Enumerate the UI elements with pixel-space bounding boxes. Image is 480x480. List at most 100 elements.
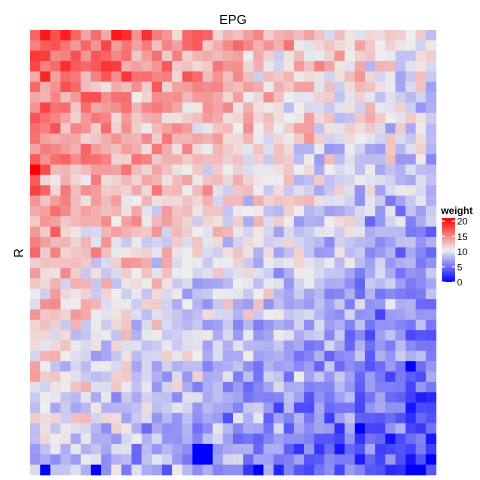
heatmap-cell bbox=[203, 51, 213, 62]
heatmap-cell bbox=[142, 123, 152, 134]
heatmap-cell bbox=[50, 144, 60, 155]
heatmap-cell bbox=[375, 278, 385, 289]
heatmap-cell bbox=[365, 123, 375, 134]
heatmap-cell bbox=[375, 82, 385, 93]
heatmap-cell bbox=[192, 444, 202, 455]
heatmap-cell bbox=[395, 454, 405, 465]
heatmap-cell bbox=[223, 330, 233, 341]
heatmap-cell bbox=[324, 299, 334, 310]
heatmap-cell bbox=[284, 320, 294, 331]
heatmap-cell bbox=[253, 330, 263, 341]
heatmap-cell bbox=[395, 413, 405, 424]
heatmap-cell bbox=[91, 196, 101, 207]
heatmap-cell bbox=[253, 413, 263, 424]
heatmap-cell bbox=[274, 227, 284, 238]
heatmap-cell bbox=[294, 351, 304, 362]
heatmap-cell bbox=[304, 206, 314, 217]
heatmap-cell bbox=[355, 289, 365, 300]
heatmap-cell bbox=[132, 82, 142, 93]
heatmap-cell bbox=[304, 320, 314, 331]
heatmap-cell bbox=[385, 320, 395, 331]
heatmap-cell bbox=[416, 216, 426, 227]
heatmap-cell bbox=[253, 423, 263, 434]
heatmap-cell bbox=[132, 392, 142, 403]
heatmap-cell bbox=[81, 102, 91, 113]
heatmap-cell bbox=[162, 196, 172, 207]
heatmap-cell bbox=[60, 175, 70, 186]
heatmap-cell bbox=[243, 227, 253, 238]
heatmap-cell bbox=[274, 309, 284, 320]
heatmap-cell bbox=[345, 361, 355, 372]
heatmap-cell bbox=[182, 413, 192, 424]
heatmap-cell bbox=[406, 82, 416, 93]
heatmap-cell bbox=[142, 320, 152, 331]
heatmap-cell bbox=[50, 361, 60, 372]
heatmap-cell bbox=[324, 71, 334, 82]
heatmap-cell bbox=[406, 258, 416, 269]
heatmap-cell bbox=[152, 175, 162, 186]
heatmap-cell bbox=[375, 123, 385, 134]
heatmap-cell bbox=[406, 61, 416, 72]
heatmap-cell bbox=[162, 61, 172, 72]
heatmap-cell bbox=[142, 196, 152, 207]
heatmap-cell bbox=[152, 340, 162, 351]
heatmap-cell bbox=[101, 113, 111, 124]
heatmap-cell bbox=[304, 71, 314, 82]
heatmap-cell bbox=[243, 51, 253, 62]
heatmap-cell bbox=[81, 434, 91, 445]
heatmap-cell bbox=[152, 113, 162, 124]
heatmap-cell bbox=[81, 247, 91, 258]
heatmap-cell bbox=[294, 413, 304, 424]
heatmap-cell bbox=[304, 247, 314, 258]
heatmap-cell bbox=[365, 30, 375, 41]
heatmap-cell bbox=[142, 237, 152, 248]
heatmap-cell bbox=[182, 102, 192, 113]
heatmap-cell bbox=[223, 40, 233, 51]
heatmap-cell bbox=[284, 133, 294, 144]
heatmap-cell bbox=[406, 247, 416, 258]
heatmap-cell bbox=[132, 361, 142, 372]
heatmap-cell bbox=[172, 340, 182, 351]
heatmap-cell bbox=[274, 413, 284, 424]
heatmap-cell bbox=[162, 51, 172, 62]
heatmap-cell bbox=[203, 40, 213, 51]
heatmap-cell bbox=[385, 372, 395, 383]
heatmap-cell bbox=[385, 299, 395, 310]
heatmap-cell bbox=[182, 185, 192, 196]
heatmap-cell bbox=[365, 227, 375, 238]
heatmap-cell bbox=[335, 237, 345, 248]
heatmap-cell bbox=[223, 289, 233, 300]
heatmap-cell bbox=[243, 434, 253, 445]
heatmap-cell bbox=[91, 351, 101, 362]
heatmap-cell bbox=[213, 92, 223, 103]
heatmap-cell bbox=[172, 51, 182, 62]
heatmap-cell bbox=[162, 82, 172, 93]
heatmap-cell bbox=[406, 196, 416, 207]
heatmap-cell bbox=[192, 113, 202, 124]
heatmap-cell bbox=[395, 382, 405, 393]
heatmap-cell bbox=[213, 268, 223, 279]
heatmap-cell bbox=[263, 403, 273, 414]
heatmap-cell bbox=[395, 102, 405, 113]
heatmap-cell bbox=[213, 82, 223, 93]
heatmap-cell bbox=[91, 361, 101, 372]
heatmap-cell bbox=[243, 247, 253, 258]
heatmap-cell bbox=[253, 123, 263, 134]
heatmap-cell bbox=[111, 372, 121, 383]
heatmap-cell bbox=[71, 40, 81, 51]
heatmap-cell bbox=[152, 165, 162, 176]
heatmap-cell bbox=[40, 403, 50, 414]
heatmap-cell bbox=[142, 216, 152, 227]
heatmap-cell bbox=[81, 51, 91, 62]
heatmap-cell bbox=[40, 423, 50, 434]
heatmap-cell bbox=[192, 206, 202, 217]
heatmap-cell bbox=[395, 133, 405, 144]
heatmap-cell bbox=[192, 258, 202, 269]
heatmap-cell bbox=[253, 403, 263, 414]
heatmap-cell bbox=[253, 382, 263, 393]
heatmap-cell bbox=[182, 320, 192, 331]
heatmap-cell bbox=[324, 268, 334, 279]
heatmap-cell bbox=[304, 392, 314, 403]
heatmap-cell bbox=[416, 351, 426, 362]
heatmap-cell bbox=[375, 340, 385, 351]
